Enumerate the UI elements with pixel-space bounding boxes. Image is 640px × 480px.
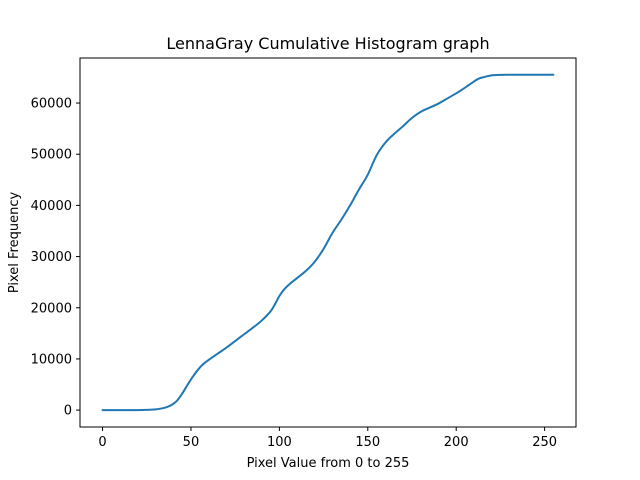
x-tick-label: 50 — [183, 435, 200, 450]
y-tick-label: 50000 — [31, 148, 72, 163]
x-tick-label: 250 — [532, 435, 557, 450]
y-tick-label: 0 — [64, 404, 72, 419]
y-axis: 0 10000 20000 30000 40000 50000 60000 — [31, 97, 80, 419]
x-tick-label: 150 — [355, 435, 380, 450]
x-tick-label: 200 — [444, 435, 469, 450]
plot-area — [101, 73, 555, 412]
y-tick-label: 20000 — [31, 301, 72, 316]
series-line — [101, 73, 555, 412]
y-tick-label: 60000 — [31, 97, 72, 112]
x-axis: 0 50 100 150 200 250 — [98, 427, 557, 450]
x-axis-label: Pixel Value from 0 to 255 — [247, 456, 410, 471]
y-tick-label: 40000 — [31, 199, 72, 214]
axes-frame — [79, 57, 577, 428]
x-tick-label: 0 — [98, 435, 106, 450]
y-tick-label: 10000 — [31, 352, 72, 367]
y-axis-label: Pixel Frequency — [7, 192, 22, 294]
chart-title: LennaGray Cumulative Histogram graph — [166, 34, 489, 53]
y-tick-label: 30000 — [31, 250, 72, 265]
x-tick-label: 100 — [267, 435, 292, 450]
